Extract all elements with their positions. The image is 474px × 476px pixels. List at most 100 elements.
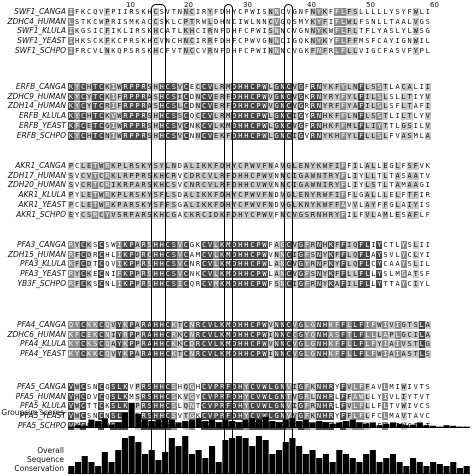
residue: K xyxy=(68,340,75,349)
residue: I xyxy=(262,27,267,36)
residue: F xyxy=(389,131,394,140)
residue: C xyxy=(291,330,298,339)
residue: K xyxy=(328,121,335,130)
residue: T xyxy=(389,17,394,26)
residue: W xyxy=(376,350,383,359)
residue: L xyxy=(213,270,220,279)
residue: G xyxy=(309,340,316,349)
residue: R xyxy=(328,181,335,190)
residue: L xyxy=(371,27,376,36)
residue: A xyxy=(273,241,280,249)
residue: I xyxy=(419,260,424,269)
residue: R xyxy=(309,112,316,121)
residue: S xyxy=(146,121,153,130)
residue: L xyxy=(116,383,123,391)
residue: I xyxy=(347,210,352,219)
residue: L xyxy=(346,270,353,279)
residue: C xyxy=(182,83,189,91)
residue: M xyxy=(225,350,232,359)
residue: V xyxy=(177,181,182,190)
residue: C xyxy=(285,131,292,140)
residue: V xyxy=(110,112,117,121)
residue: R xyxy=(129,8,134,16)
residue: C xyxy=(249,83,256,91)
residue: P xyxy=(128,83,135,91)
residue: F xyxy=(407,8,412,16)
residue: V xyxy=(207,83,214,91)
residue: P xyxy=(128,112,135,121)
residue: Y xyxy=(158,162,165,170)
residue: L xyxy=(382,402,389,411)
residue: C xyxy=(195,27,201,36)
residue: A xyxy=(141,17,146,26)
residue: V xyxy=(424,112,431,121)
residue: C xyxy=(182,340,189,349)
residue: H xyxy=(237,241,244,249)
residue: P xyxy=(116,162,123,170)
residue: L xyxy=(80,162,87,170)
residue: Q xyxy=(104,321,111,329)
conservation-chart xyxy=(68,430,470,474)
residue: Y xyxy=(340,83,347,91)
residue: F xyxy=(358,383,365,391)
residue: F xyxy=(347,162,352,170)
residue: V xyxy=(176,131,183,140)
residue: V xyxy=(255,412,262,421)
residue: L xyxy=(364,181,371,190)
residue: R xyxy=(122,131,129,140)
residue: C xyxy=(80,250,87,259)
residue: C xyxy=(249,250,256,259)
residue: C xyxy=(232,17,237,26)
residue: V xyxy=(255,392,262,401)
residue: H xyxy=(152,83,159,91)
residue: N xyxy=(165,37,170,46)
residue: C xyxy=(152,37,159,46)
residue: W xyxy=(261,121,268,130)
residue: W xyxy=(400,402,407,411)
residue: V xyxy=(207,112,214,121)
residue: Y xyxy=(412,200,419,209)
residue: Y xyxy=(116,321,123,329)
residue: S xyxy=(395,46,400,55)
residue: F xyxy=(425,210,430,219)
residue: I xyxy=(68,37,75,46)
residue: K xyxy=(321,37,329,46)
residue: N xyxy=(315,350,322,359)
residue: H xyxy=(188,27,195,36)
residue: C xyxy=(164,350,171,359)
residue: S xyxy=(176,112,183,121)
score-bar xyxy=(249,418,256,428)
residue: L xyxy=(359,200,364,209)
residue: W xyxy=(321,200,329,209)
residue: H xyxy=(152,27,159,36)
residue: G xyxy=(389,162,394,170)
residue: N xyxy=(309,8,316,16)
residue: C xyxy=(188,46,195,55)
residue: A xyxy=(273,260,280,269)
residue: W xyxy=(256,27,261,36)
residue: R xyxy=(140,340,147,349)
score-bar xyxy=(202,421,209,428)
residue: I xyxy=(365,46,370,55)
residue: Q xyxy=(352,241,359,249)
residue: S xyxy=(273,279,280,288)
residue: K xyxy=(81,8,86,16)
residue: V xyxy=(400,412,407,421)
residue: S xyxy=(105,241,110,249)
residue: F xyxy=(116,92,123,101)
residue: V xyxy=(207,260,214,269)
residue: W xyxy=(376,321,383,329)
residue: F xyxy=(225,131,232,140)
residue: C xyxy=(80,83,87,91)
residue: S xyxy=(92,340,99,349)
residue: Y xyxy=(376,340,383,349)
residue: D xyxy=(219,191,226,200)
score-bar xyxy=(456,468,463,474)
residue: K xyxy=(219,131,226,140)
score-bar xyxy=(175,422,182,428)
sequence-label: PFA5_CANGA xyxy=(17,382,66,391)
residue: R xyxy=(309,92,316,101)
residue: C xyxy=(285,340,292,349)
